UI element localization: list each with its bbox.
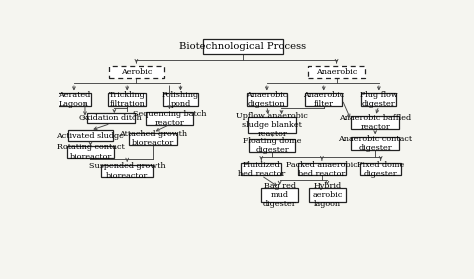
FancyBboxPatch shape [261,188,298,202]
Text: Upflow anaerobic
sludge blanket
reactor: Upflow anaerobic sludge blanket reactor [237,112,308,138]
Text: Activated sludge: Activated sludge [56,131,124,140]
Text: Trickling
filtration: Trickling filtration [109,91,146,108]
FancyBboxPatch shape [66,146,114,158]
Text: Rotating contact
bioreactor: Rotating contact bioreactor [56,143,124,161]
FancyBboxPatch shape [249,140,295,152]
Text: Biotechnological Process: Biotechnological Process [179,42,307,51]
FancyBboxPatch shape [351,116,399,129]
FancyBboxPatch shape [108,93,146,106]
Text: Packed anaerobic
bed reactor: Packed anaerobic bed reactor [286,161,358,178]
Text: Suspended growth
bioreactor: Suspended growth bioreactor [89,162,165,180]
FancyBboxPatch shape [202,39,283,54]
FancyBboxPatch shape [67,130,113,141]
FancyBboxPatch shape [146,112,193,124]
Text: Hybrid
aerobic
lagoon: Hybrid aerobic lagoon [312,182,343,208]
Text: Anaerobic: Anaerobic [316,68,357,76]
FancyBboxPatch shape [361,93,396,106]
FancyBboxPatch shape [360,163,401,175]
FancyBboxPatch shape [305,93,342,106]
FancyBboxPatch shape [308,66,365,78]
FancyBboxPatch shape [241,163,282,175]
Text: Anaerobic contact
digester: Anaerobic contact digester [338,135,412,152]
FancyBboxPatch shape [298,163,346,175]
Text: Anaerobic baffled
reactor: Anaerobic baffled reactor [339,114,411,131]
Text: Sequencing batch
reactor: Sequencing batch reactor [133,110,206,127]
Text: Fixed dome
digester: Fixed dome digester [357,161,404,178]
Text: Aerated
Lagoon: Aerated Lagoon [58,91,90,108]
FancyBboxPatch shape [57,93,91,106]
Text: Bag red
mud
digester: Bag red mud digester [263,182,296,208]
Text: Anaerobic
filter: Anaerobic filter [303,91,345,108]
Text: Aerobic: Aerobic [121,68,152,76]
Text: Floating dome
digester: Floating dome digester [243,137,301,154]
Text: Attached growth
bioreactor: Attached growth bioreactor [119,130,187,147]
Text: Anaerobic
digestion: Anaerobic digestion [246,91,288,108]
Text: Oxidation ditch: Oxidation ditch [79,114,142,122]
FancyBboxPatch shape [109,66,164,78]
FancyBboxPatch shape [309,188,346,202]
Text: Plug flow
digester: Plug flow digester [360,91,398,108]
FancyBboxPatch shape [101,165,153,177]
FancyBboxPatch shape [351,137,399,150]
Text: Polishing
pond: Polishing pond [162,91,199,108]
FancyBboxPatch shape [129,133,177,145]
FancyBboxPatch shape [246,93,287,106]
Text: Fluidized
bed reactor: Fluidized bed reactor [237,161,285,178]
FancyBboxPatch shape [163,93,198,106]
FancyBboxPatch shape [248,117,296,133]
FancyBboxPatch shape [87,113,135,124]
